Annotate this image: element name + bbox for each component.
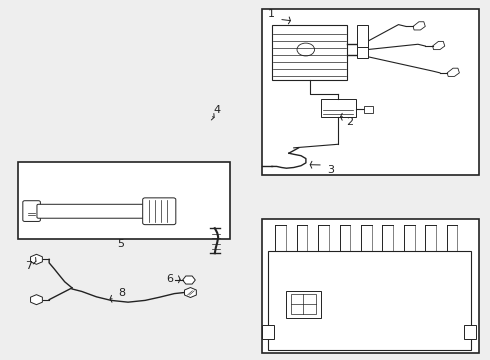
Text: 4: 4 (214, 105, 221, 115)
Polygon shape (413, 22, 425, 30)
Polygon shape (30, 254, 42, 264)
Bar (357, 36, 368, 58)
Bar (262, 219, 479, 353)
Text: 1: 1 (269, 9, 275, 19)
Text: 2: 2 (346, 117, 353, 127)
Polygon shape (183, 276, 196, 284)
Text: 5: 5 (117, 239, 124, 249)
FancyBboxPatch shape (37, 204, 145, 218)
FancyBboxPatch shape (23, 201, 40, 221)
Polygon shape (447, 68, 460, 76)
Bar (19, 162, 230, 239)
Polygon shape (433, 41, 445, 50)
Text: 3: 3 (327, 165, 334, 175)
Bar (291, 294, 316, 314)
Bar (272, 24, 347, 80)
Bar (320, 99, 356, 117)
Bar (269, 251, 470, 350)
FancyBboxPatch shape (143, 198, 176, 225)
Polygon shape (185, 288, 196, 297)
Text: 7: 7 (24, 261, 32, 271)
Bar (357, 25, 368, 47)
Polygon shape (30, 295, 42, 305)
Bar (262, 325, 274, 339)
Bar (287, 291, 320, 318)
Bar (365, 107, 373, 113)
Text: 6: 6 (166, 274, 173, 284)
Bar (464, 325, 476, 339)
Text: 8: 8 (119, 288, 126, 298)
Bar (262, 9, 479, 175)
